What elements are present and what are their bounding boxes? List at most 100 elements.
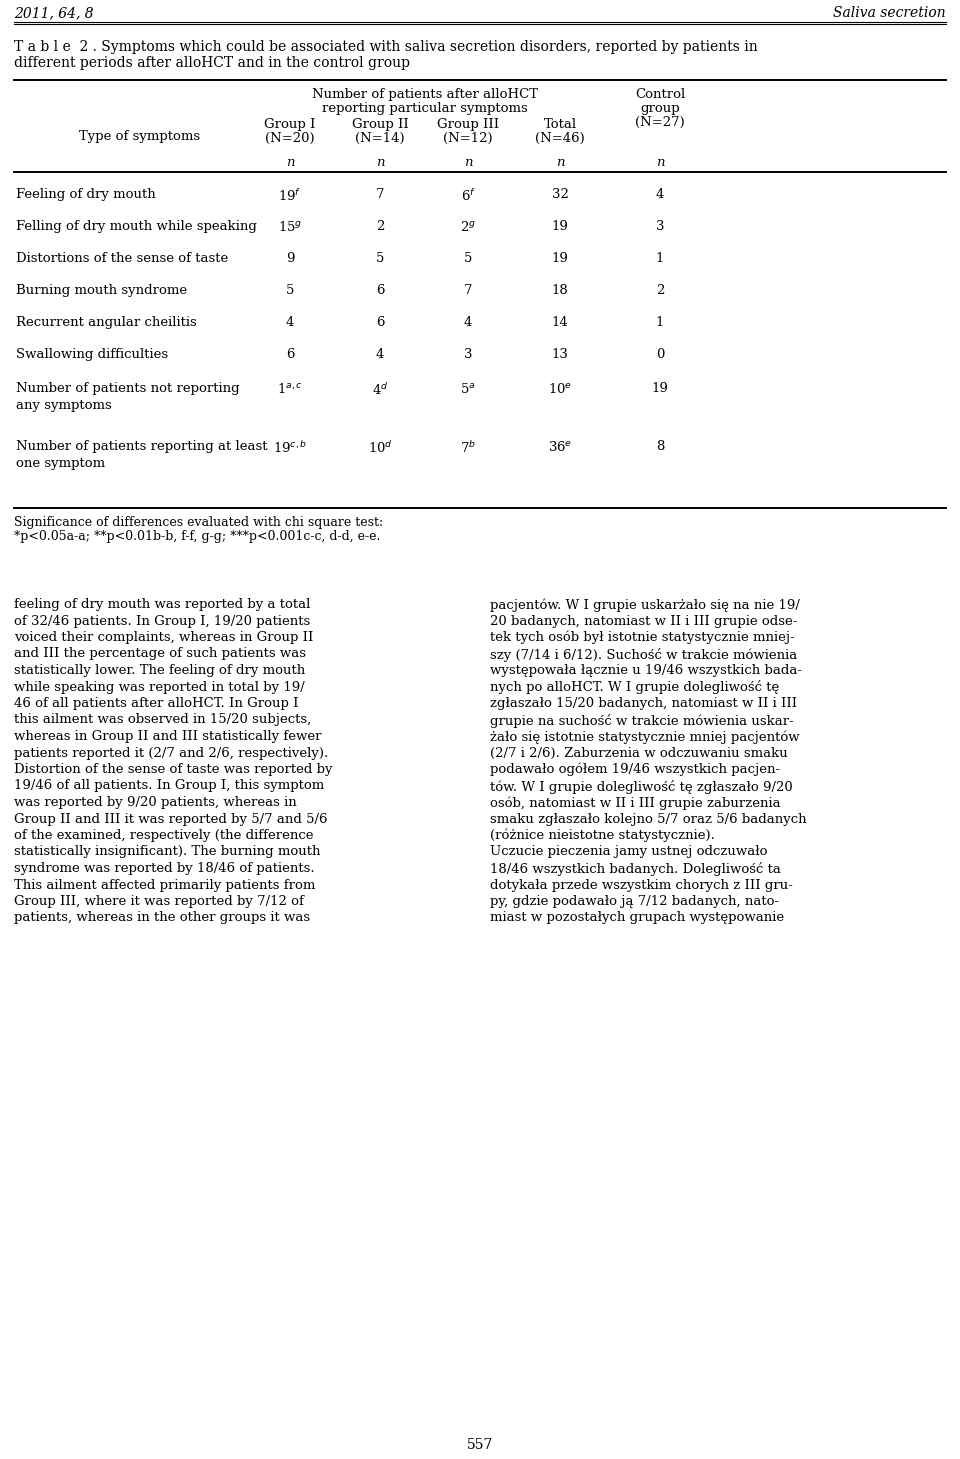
- Text: 4: 4: [375, 349, 384, 360]
- Text: pacjentów. W I grupie uskarżało się na nie 19/: pacjentów. W I grupie uskarżało się na n…: [490, 598, 800, 611]
- Text: 19$^{c, b}$: 19$^{c, b}$: [273, 441, 307, 455]
- Text: group: group: [640, 102, 680, 115]
- Text: 557: 557: [467, 1439, 493, 1452]
- Text: Distortion of the sense of taste was reported by: Distortion of the sense of taste was rep…: [14, 763, 332, 776]
- Text: 1: 1: [656, 252, 664, 266]
- Text: 19/46 of all patients. In Group I, this symptom: 19/46 of all patients. In Group I, this …: [14, 779, 324, 792]
- Text: smaku zgłaszało kolejno 5/7 oraz 5/6 badanych: smaku zgłaszało kolejno 5/7 oraz 5/6 bad…: [490, 813, 806, 826]
- Text: tów. W I grupie dolegliwość tę zgłaszało 9/20: tów. W I grupie dolegliwość tę zgłaszało…: [490, 779, 793, 794]
- Text: 10$^e$: 10$^e$: [548, 382, 572, 395]
- Text: feeling of dry mouth was reported by a total: feeling of dry mouth was reported by a t…: [14, 598, 310, 611]
- Text: 7$^b$: 7$^b$: [460, 441, 476, 455]
- Text: 20 badanych, natomiast w II i III grupie odse-: 20 badanych, natomiast w II i III grupie…: [490, 614, 798, 627]
- Text: Control: Control: [635, 88, 685, 101]
- Text: 1$^{a, c}$: 1$^{a, c}$: [277, 382, 303, 395]
- Text: 6$^f$: 6$^f$: [461, 188, 475, 204]
- Text: patients reported it (2/7 and 2/6, respectively).: patients reported it (2/7 and 2/6, respe…: [14, 747, 328, 760]
- Text: 9: 9: [286, 252, 295, 266]
- Text: 4: 4: [464, 317, 472, 328]
- Text: Group II and III it was reported by 5/7 and 5/6: Group II and III it was reported by 5/7 …: [14, 813, 327, 826]
- Text: n: n: [464, 156, 472, 169]
- Text: n: n: [656, 156, 664, 169]
- Text: Number of patients after alloHCT: Number of patients after alloHCT: [312, 88, 538, 101]
- Text: was reported by 9/20 patients, whereas in: was reported by 9/20 patients, whereas i…: [14, 797, 297, 808]
- Text: Uczucie pieczenia jamy ustnej odczuwało: Uczucie pieczenia jamy ustnej odczuwało: [490, 846, 767, 858]
- Text: of the examined, respectively (the difference: of the examined, respectively (the diffe…: [14, 829, 314, 842]
- Text: 18: 18: [552, 285, 568, 298]
- Text: (N=27): (N=27): [636, 117, 684, 128]
- Text: 6: 6: [375, 285, 384, 298]
- Text: Felling of dry mouth while speaking: Felling of dry mouth while speaking: [16, 220, 257, 233]
- Text: 2011, 64, 8: 2011, 64, 8: [14, 6, 94, 20]
- Text: występowała łącznie u 19/46 wszystkich bada-: występowała łącznie u 19/46 wszystkich b…: [490, 664, 802, 677]
- Text: *p<0.05a-a; **p<0.01b-b, f-f, g-g; ***p<0.001c-c, d-d, e-e.: *p<0.05a-a; **p<0.01b-b, f-f, g-g; ***p<…: [14, 530, 380, 543]
- Text: 1: 1: [656, 317, 664, 328]
- Text: 7: 7: [464, 285, 472, 298]
- Text: different periods after alloHCT and in the control group: different periods after alloHCT and in t…: [14, 55, 410, 70]
- Text: patients, whereas in the other groups it was: patients, whereas in the other groups it…: [14, 912, 310, 925]
- Text: 15$^g$: 15$^g$: [277, 220, 302, 233]
- Text: Group II: Group II: [351, 118, 408, 131]
- Text: podawało ogółem 19/46 wszystkich pacjen-: podawało ogółem 19/46 wszystkich pacjen-: [490, 763, 780, 776]
- Text: reporting particular symptoms: reporting particular symptoms: [323, 102, 528, 115]
- Text: Group I: Group I: [264, 118, 316, 131]
- Text: 5: 5: [286, 285, 294, 298]
- Text: this ailment was observed in 15/20 subjects,: this ailment was observed in 15/20 subje…: [14, 713, 311, 727]
- Text: 5: 5: [464, 252, 472, 266]
- Text: 13: 13: [552, 349, 568, 360]
- Text: (2/7 i 2/6). Zaburzenia w odczuwaniu smaku: (2/7 i 2/6). Zaburzenia w odczuwaniu sma…: [490, 747, 788, 760]
- Text: grupie na suchość w trakcie mówienia uskar-: grupie na suchość w trakcie mówienia usk…: [490, 713, 794, 728]
- Text: Burning mouth syndrome: Burning mouth syndrome: [16, 285, 187, 298]
- Text: Saliva secretion: Saliva secretion: [833, 6, 946, 20]
- Text: (N=20): (N=20): [265, 131, 315, 144]
- Text: (N=12): (N=12): [444, 131, 492, 144]
- Text: tek tych osób był istotnie statystycznie mniej-: tek tych osób był istotnie statystycznie…: [490, 630, 795, 645]
- Text: szy (7/14 i 6/12). Suchość w trakcie mówienia: szy (7/14 i 6/12). Suchość w trakcie mów…: [490, 648, 797, 661]
- Text: 19: 19: [552, 220, 568, 233]
- Text: (N=46): (N=46): [535, 131, 585, 144]
- Text: 4: 4: [286, 317, 294, 328]
- Text: (N=14): (N=14): [355, 131, 405, 144]
- Text: n: n: [375, 156, 384, 169]
- Text: Total: Total: [543, 118, 577, 131]
- Text: whereas in Group II and III statistically fewer: whereas in Group II and III statisticall…: [14, 730, 322, 743]
- Text: Type of symptoms: Type of symptoms: [80, 130, 201, 143]
- Text: 3: 3: [656, 220, 664, 233]
- Text: while speaking was reported in total by 19/: while speaking was reported in total by …: [14, 680, 304, 693]
- Text: voiced their complaints, whereas in Group II: voiced their complaints, whereas in Grou…: [14, 630, 313, 643]
- Text: Group III: Group III: [437, 118, 499, 131]
- Text: 36$^e$: 36$^e$: [548, 441, 572, 454]
- Text: 10$^d$: 10$^d$: [368, 441, 393, 455]
- Text: 0: 0: [656, 349, 664, 360]
- Text: dotykała przede wszystkim chorych z III gru-: dotykała przede wszystkim chorych z III …: [490, 878, 793, 891]
- Text: 6: 6: [286, 349, 295, 360]
- Text: nych po alloHCT. W I grupie dolegliwość tę: nych po alloHCT. W I grupie dolegliwość …: [490, 680, 780, 694]
- Text: żało się istotnie statystycznie mniej pacjentów: żało się istotnie statystycznie mniej pa…: [490, 730, 800, 744]
- Text: 3: 3: [464, 349, 472, 360]
- Text: 2$^g$: 2$^g$: [460, 220, 476, 233]
- Text: 4: 4: [656, 188, 664, 201]
- Text: 4$^d$: 4$^d$: [372, 382, 388, 398]
- Text: n: n: [556, 156, 564, 169]
- Text: 2: 2: [656, 285, 664, 298]
- Text: 14: 14: [552, 317, 568, 328]
- Text: Recurrent angular cheilitis: Recurrent angular cheilitis: [16, 317, 197, 328]
- Text: statistically insignificant). The burning mouth: statistically insignificant). The burnin…: [14, 846, 321, 858]
- Text: Swallowing difficulties: Swallowing difficulties: [16, 349, 168, 360]
- Text: 7: 7: [375, 188, 384, 201]
- Text: 32: 32: [552, 188, 568, 201]
- Text: Number of patients reporting at least
one symptom: Number of patients reporting at least on…: [16, 441, 268, 470]
- Text: 8: 8: [656, 441, 664, 452]
- Text: (różnice nieistotne statystycznie).: (różnice nieistotne statystycznie).: [490, 829, 715, 842]
- Text: of 32/46 patients. In Group I, 19/20 patients: of 32/46 patients. In Group I, 19/20 pat…: [14, 614, 310, 627]
- Text: 19: 19: [652, 382, 668, 395]
- Text: zgłaszało 15/20 badanych, natomiast w II i III: zgłaszało 15/20 badanych, natomiast w II…: [490, 697, 797, 711]
- Text: Group III, where it was reported by 7/12 of: Group III, where it was reported by 7/12…: [14, 894, 304, 907]
- Text: T a b l e  2 . Symptoms which could be associated with saliva secretion disorder: T a b l e 2 . Symptoms which could be as…: [14, 39, 757, 54]
- Text: 46 of all patients after alloHCT. In Group I: 46 of all patients after alloHCT. In Gro…: [14, 697, 299, 711]
- Text: statistically lower. The feeling of dry mouth: statistically lower. The feeling of dry …: [14, 664, 305, 677]
- Text: Distortions of the sense of taste: Distortions of the sense of taste: [16, 252, 228, 266]
- Text: n: n: [286, 156, 295, 169]
- Text: Number of patients not reporting
any symptoms: Number of patients not reporting any sym…: [16, 382, 240, 411]
- Text: py, gdzie podawało ją 7/12 badanych, nato-: py, gdzie podawało ją 7/12 badanych, nat…: [490, 894, 780, 907]
